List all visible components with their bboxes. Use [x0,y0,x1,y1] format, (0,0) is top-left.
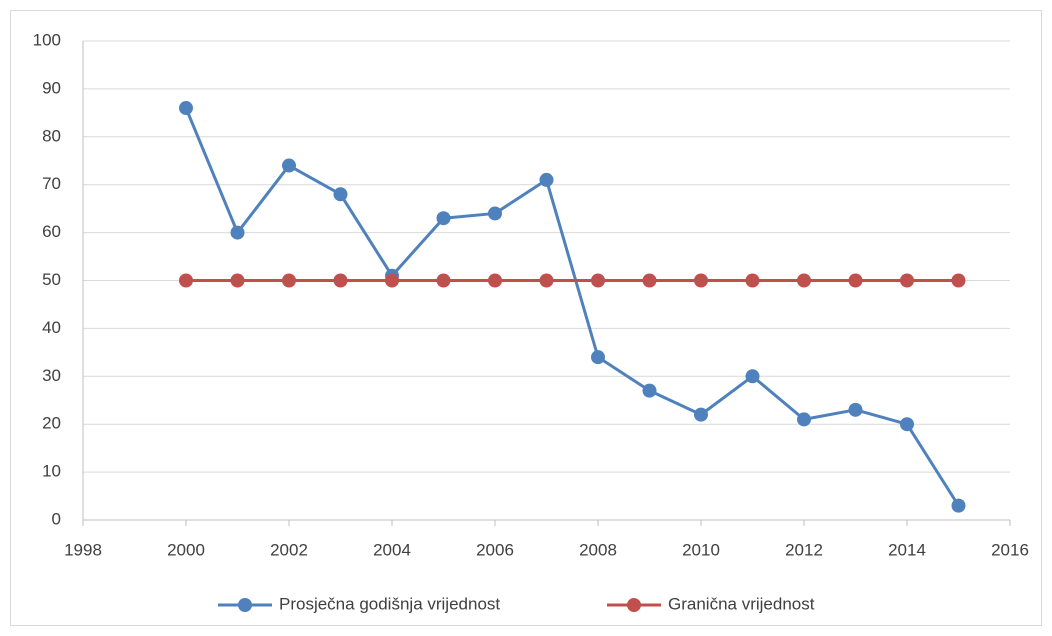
point [951,498,966,513]
point [488,273,502,288]
point [694,273,708,288]
point [333,187,348,202]
point [900,417,914,432]
point [333,273,348,288]
legend-marker [238,598,252,612]
point [282,158,296,173]
point [642,383,657,398]
x-tick-label: 2006 [476,540,514,559]
point [797,412,811,427]
y-tick-label: 50 [42,270,61,289]
point [951,273,966,288]
y-tick-label: 40 [42,318,61,337]
point [539,172,554,187]
point [848,273,863,288]
legend-label: Prosječna godišnja vrijednost [279,594,500,613]
point [179,101,193,116]
series-line [184,107,960,507]
point [488,206,502,221]
x-tick-label: 1998 [64,540,102,559]
y-tick-label: 0 [52,509,61,528]
x-tick-label: 2000 [167,540,205,559]
y-tick-label: 20 [42,414,61,433]
y-tick-label: 70 [42,174,61,193]
legend-marker [627,598,641,612]
point [591,273,605,288]
point [385,273,399,288]
y-tick-label: 10 [42,462,61,481]
y-tick-label: 80 [42,126,61,145]
y-tick-label: 60 [42,222,61,241]
y-tick-label: 100 [33,30,61,49]
x-tick-label: 2002 [270,540,308,559]
point [179,273,193,288]
legend-label: Granična vrijednost [668,594,815,613]
point [230,225,245,240]
point [642,273,657,288]
x-tick-label: 2014 [888,540,926,559]
x-tick-label: 2008 [579,540,617,559]
point [694,407,708,422]
x-tick-label: 2012 [785,540,823,559]
y-tick-label: 30 [42,366,61,385]
chart-frame [10,10,1042,626]
point [591,350,605,365]
x-tick-label: 2010 [682,540,720,559]
point [848,402,863,417]
point [797,273,811,288]
x-tick-label: 2004 [373,540,411,559]
x-tick-label: 2016 [991,540,1029,559]
point [539,273,554,288]
point [436,273,451,288]
y-tick-label: 90 [42,78,61,97]
point [745,369,760,384]
point [282,273,296,288]
point [230,273,245,288]
point [900,273,914,288]
point [436,211,451,226]
point [745,273,760,288]
